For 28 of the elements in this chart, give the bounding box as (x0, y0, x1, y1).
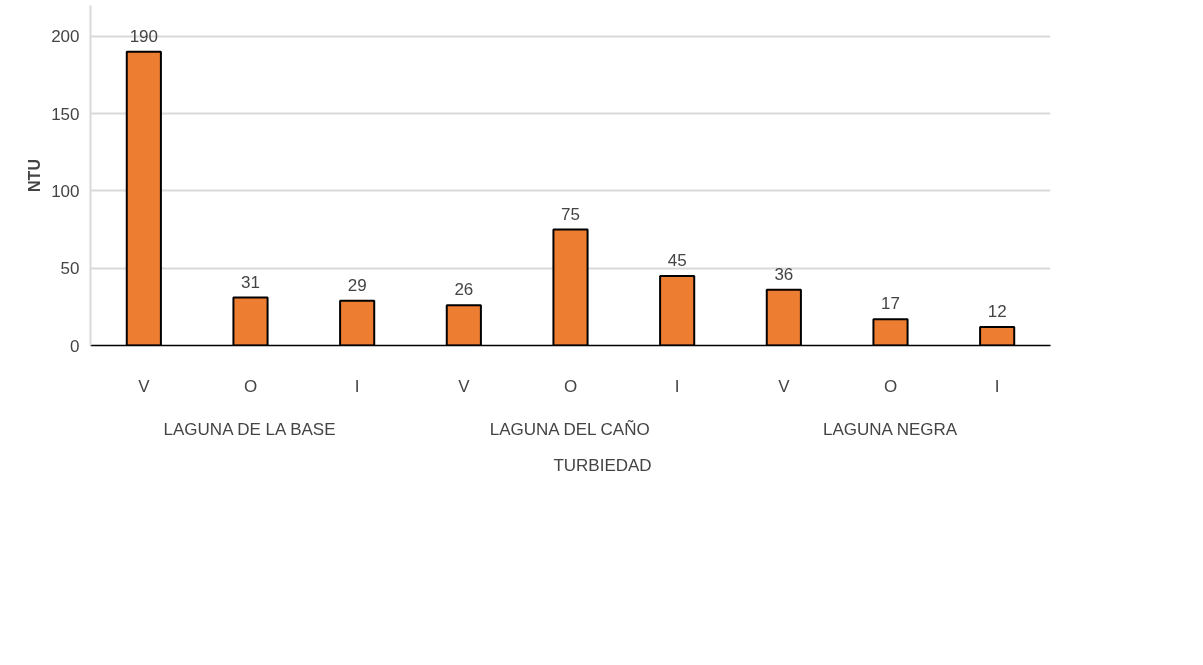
data-label: 17 (881, 294, 900, 314)
data-label: 26 (454, 280, 474, 300)
x-tick-label: V (138, 376, 151, 396)
data-label: 29 (347, 275, 367, 295)
x-tick-label: I (674, 376, 680, 396)
y-tick-label: 100 (51, 181, 80, 201)
x-tick-label: O (883, 376, 898, 396)
text: LAGUNA DE LA BASE (163, 419, 336, 439)
text: LAGUNA DEL CAÑO (489, 419, 650, 439)
data-label: 45 (667, 250, 687, 270)
x-tick-label: V (778, 376, 791, 396)
data-label: 75 (561, 204, 580, 224)
data-label: 31 (241, 272, 260, 292)
data-label: 12 (987, 301, 1007, 321)
y-tick-label: 150 (51, 104, 80, 124)
y-tick-label: 200 (51, 27, 80, 47)
y-tick-label: 50 (60, 259, 80, 279)
data-label: 190 (129, 26, 159, 46)
x-tick-label: V (458, 376, 471, 396)
text: LAGUNA NEGRA (822, 419, 958, 439)
x-tick-label: O (563, 376, 578, 396)
x-tick-label: O (243, 376, 258, 396)
y-tick-label: 0 (70, 336, 80, 356)
x-tick-label: I (354, 376, 360, 396)
data-label: 36 (774, 264, 794, 284)
text: TURBIEDAD (553, 456, 652, 476)
x-tick-label: I (994, 376, 1000, 396)
y-axis-title: NTU (26, 159, 44, 192)
